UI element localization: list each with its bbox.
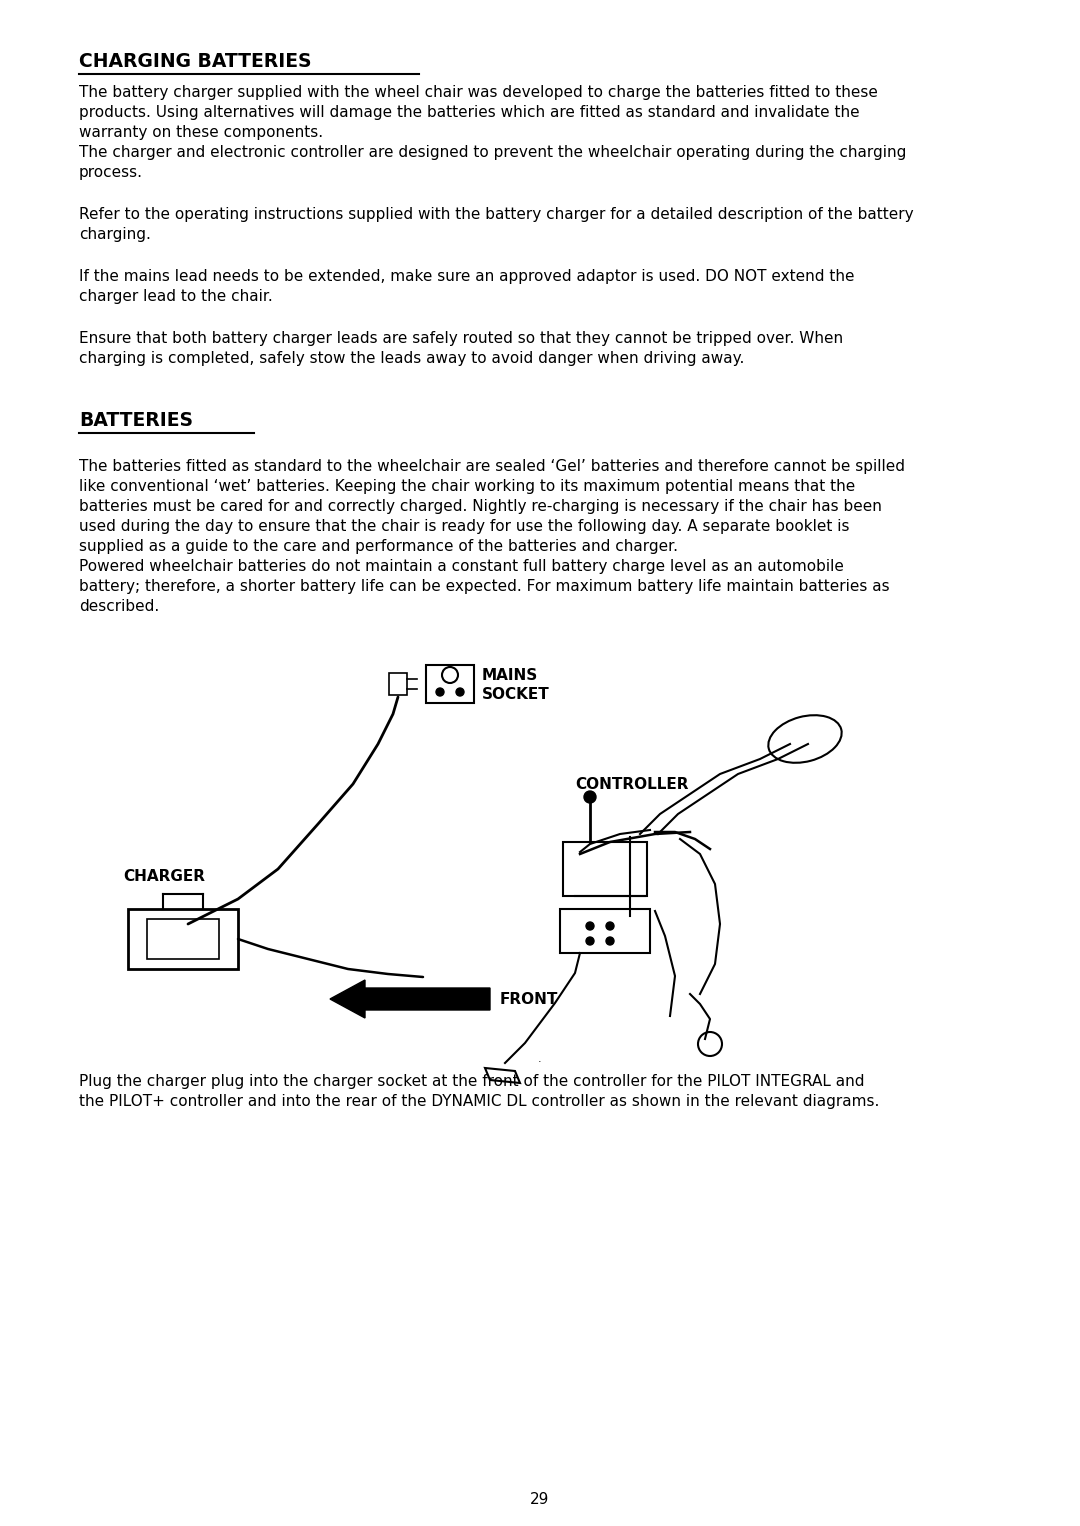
Polygon shape (485, 1068, 519, 1083)
Polygon shape (147, 919, 219, 958)
Text: process.: process. (79, 165, 143, 180)
Text: used during the day to ensure that the chair is ready for use the following day.: used during the day to ensure that the c… (79, 519, 849, 534)
Text: The battery charger supplied with the wheel chair was developed to charge the ba: The battery charger supplied with the wh… (79, 85, 878, 101)
Text: MAINS
SOCKET: MAINS SOCKET (482, 668, 550, 702)
Circle shape (606, 937, 615, 945)
FancyArrow shape (330, 980, 490, 1018)
Text: described.: described. (79, 600, 159, 613)
Circle shape (586, 937, 594, 945)
Text: .: . (538, 1054, 542, 1064)
Text: charging is completed, safely stow the leads away to avoid danger when driving a: charging is completed, safely stow the l… (79, 351, 744, 366)
Polygon shape (129, 909, 238, 969)
Text: the PILOT+ controller and into the rear of the DYNAMIC DL controller as shown in: the PILOT+ controller and into the rear … (79, 1094, 879, 1109)
Circle shape (456, 688, 464, 696)
Text: FRONT: FRONT (500, 992, 558, 1007)
Text: supplied as a guide to the care and performance of the batteries and charger.: supplied as a guide to the care and perf… (79, 539, 678, 554)
Polygon shape (426, 665, 474, 703)
Text: battery; therefore, a shorter battery life can be expected. For maximum battery : battery; therefore, a shorter battery li… (79, 578, 890, 594)
Text: products. Using alternatives will damage the batteries which are fitted as stand: products. Using alternatives will damage… (79, 105, 860, 121)
Text: The batteries fitted as standard to the wheelchair are sealed ‘Gel’ batteries an: The batteries fitted as standard to the … (79, 459, 905, 475)
Text: If the mains lead needs to be extended, make sure an approved adaptor is used. D: If the mains lead needs to be extended, … (79, 269, 854, 284)
Text: batteries must be cared for and correctly charged. Nightly re-charging is necess: batteries must be cared for and correctl… (79, 499, 881, 514)
Polygon shape (563, 842, 647, 896)
Text: 29: 29 (530, 1492, 550, 1508)
Text: Powered wheelchair batteries do not maintain a constant full battery charge leve: Powered wheelchair batteries do not main… (79, 559, 843, 574)
Text: like conventional ‘wet’ batteries. Keeping the chair working to its maximum pote: like conventional ‘wet’ batteries. Keepi… (79, 479, 855, 494)
Polygon shape (561, 909, 650, 954)
Text: BATTERIES: BATTERIES (79, 410, 193, 430)
Text: charger lead to the chair.: charger lead to the chair. (79, 288, 272, 304)
Circle shape (586, 922, 594, 929)
Text: Ensure that both battery charger leads are safely routed so that they cannot be : Ensure that both battery charger leads a… (79, 331, 843, 346)
Circle shape (584, 790, 596, 803)
Text: CONTROLLER: CONTROLLER (575, 777, 689, 792)
Text: charging.: charging. (79, 227, 151, 243)
Text: Plug the charger plug into the charger socket at the front of the controller for: Plug the charger plug into the charger s… (79, 1074, 864, 1090)
Text: warranty on these components.: warranty on these components. (79, 125, 323, 140)
Circle shape (436, 688, 444, 696)
Text: CHARGING BATTERIES: CHARGING BATTERIES (79, 52, 311, 72)
Text: CHARGER: CHARGER (123, 868, 205, 884)
Polygon shape (389, 673, 407, 694)
Text: Refer to the operating instructions supplied with the battery charger for a deta: Refer to the operating instructions supp… (79, 208, 914, 221)
Circle shape (606, 922, 615, 929)
Ellipse shape (768, 716, 841, 763)
Text: The charger and electronic controller are designed to prevent the wheelchair ope: The charger and electronic controller ar… (79, 145, 906, 160)
